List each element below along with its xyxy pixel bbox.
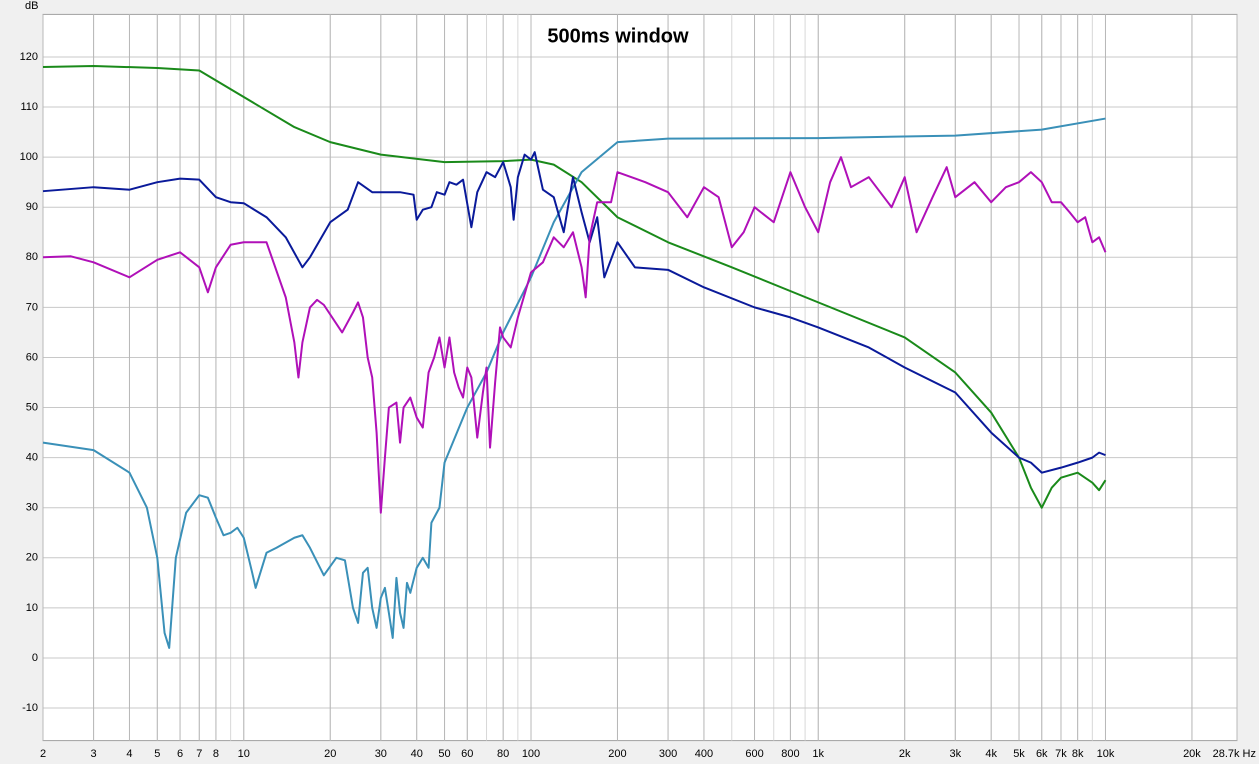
x-tick-label: 1k: [812, 748, 824, 760]
y-tick-label: 70: [26, 301, 38, 313]
x-tick-label: 8: [213, 748, 219, 760]
x-tick-label: 200: [608, 748, 626, 760]
y-tick-label: 90: [26, 201, 38, 213]
y-tick-label: 120: [20, 51, 38, 63]
plot-area: [42, 13, 1238, 742]
x-tick-label: 20k: [1183, 748, 1201, 760]
x-tick-label: 6: [177, 748, 183, 760]
x-tick-label: 7k: [1055, 748, 1067, 760]
x-tick-label: 7: [196, 748, 202, 760]
y-tick-label: 110: [20, 101, 38, 113]
series-line: [42, 64, 1107, 509]
series-line: [42, 117, 1106, 649]
x-tick-label: 5: [154, 748, 160, 760]
y-tick-label: -10: [22, 702, 38, 714]
x-tick-label: 3: [91, 748, 97, 760]
y-tick-label: 0: [32, 652, 38, 664]
x-tick-label: 10: [238, 748, 250, 760]
x-tick-label: 10k: [1097, 748, 1115, 760]
x-tick-label: 800: [781, 748, 799, 760]
x-tick-label: 40: [411, 748, 423, 760]
x-tick-label: 2k: [899, 748, 911, 760]
x-tick-label: 100: [522, 748, 540, 760]
chart-title: 500ms window: [547, 25, 689, 47]
y-tick-label: 60: [26, 351, 38, 363]
y-tick-label: 20: [26, 552, 38, 564]
y-tick-label: 100: [20, 151, 38, 163]
x-tick-label: 6k: [1036, 748, 1048, 760]
y-tick-label: 80: [26, 251, 38, 263]
x-tick-label: 60: [461, 748, 473, 760]
y-tick-label: 10: [26, 602, 38, 614]
x-tick-label: 20: [324, 748, 336, 760]
y-tick-label: 50: [26, 401, 38, 413]
y-axis-label: dB: [25, 0, 38, 12]
x-tick-label: 30: [375, 748, 387, 760]
y-tick-label: 30: [26, 502, 38, 514]
x-tick-label: 2: [40, 748, 46, 760]
x-tick-label: 3k: [949, 748, 961, 760]
series-line: [42, 151, 1106, 474]
x-tick-label: 4: [126, 748, 132, 760]
x-tick-label: 600: [745, 748, 763, 760]
grid: [42, 14, 1238, 741]
x-tick-label: 4k: [985, 748, 997, 760]
x-tick-label: 28.7k Hz: [1213, 748, 1256, 760]
x-tick-label: 400: [695, 748, 713, 760]
x-tick-label: 50: [438, 748, 450, 760]
x-tick-label: 80: [497, 748, 509, 760]
y-tick-label: 40: [26, 452, 38, 464]
x-tick-label: 8k: [1072, 748, 1084, 760]
series-line: [42, 156, 1107, 514]
x-tick-label: 300: [659, 748, 677, 760]
x-tick-label: 5k: [1013, 748, 1025, 760]
